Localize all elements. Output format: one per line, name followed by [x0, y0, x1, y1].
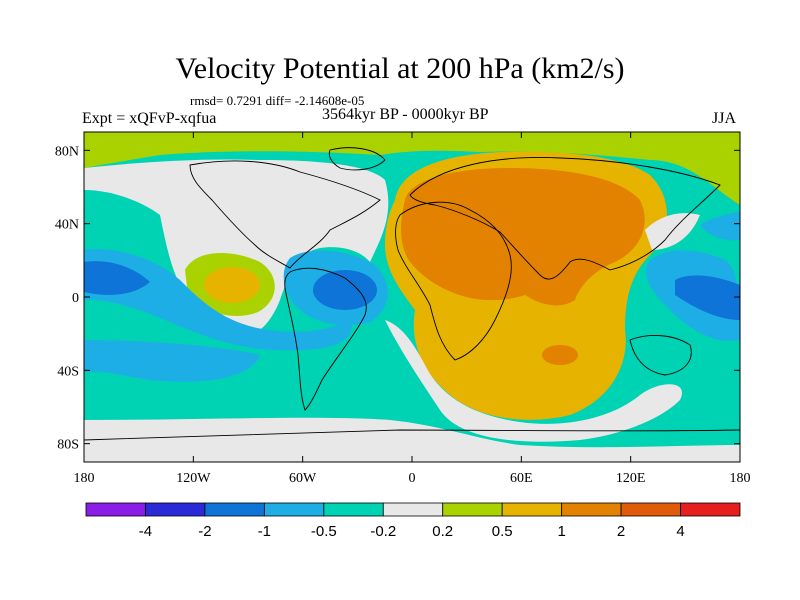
colorbar-label: -2	[198, 523, 211, 540]
field-band-afroeurasia-max	[401, 168, 645, 306]
colorbar-label: -1	[258, 523, 271, 540]
colorbar-swatch	[680, 502, 741, 517]
colorbar-swatch	[620, 502, 681, 517]
season-label: JJA	[712, 110, 737, 127]
lon-tick-label: 60E	[510, 471, 533, 486]
colorbar-label: -0.2	[370, 523, 396, 540]
field-band-west-min	[84, 261, 150, 295]
lat-tick-label: 40N	[55, 218, 79, 233]
colorbar-label: -0.5	[311, 523, 337, 540]
field-band-north-pacific-negative	[700, 212, 740, 241]
field-band-indian-ocean-max	[542, 345, 578, 365]
field-band-west-negative	[84, 249, 352, 351]
lon-tick-label: 180	[730, 471, 751, 486]
colorbar-label: 0.5	[492, 523, 513, 540]
lon-tick-label: 180	[74, 471, 95, 486]
colorbar-swatch	[145, 502, 206, 517]
lon-tick-label: 0	[409, 471, 416, 486]
field-band-south-pacific-negative	[84, 340, 260, 382]
lat-tick-label: 80N	[55, 144, 79, 159]
lon-tick-label: 60W	[289, 471, 317, 486]
colorbar-label: 2	[617, 523, 625, 540]
australia-outline	[629, 335, 692, 376]
greenland-outline	[328, 147, 386, 171]
colorbar-swatch	[501, 502, 563, 517]
south-america-outline	[284, 267, 367, 411]
coastlines	[84, 147, 740, 441]
field-band-atlantic-min	[313, 270, 377, 310]
field-band-neutral-antarctic	[84, 417, 740, 462]
colorbar-swatch	[442, 502, 503, 517]
colorbar-swatch	[561, 502, 622, 517]
lon-tick-label: 120E	[616, 471, 646, 486]
colorbar-swatch	[323, 502, 384, 517]
colorbar-swatch	[204, 502, 265, 517]
plot-title: Velocity Potential at 200 hPa (km2/s)	[175, 52, 625, 85]
contour-fill-layer	[84, 132, 740, 462]
lon-tick-label: 120W	[176, 471, 211, 486]
eurasia-outline	[409, 157, 721, 280]
colorbar-swatch	[85, 502, 146, 517]
field-band-neutral-south	[385, 320, 682, 442]
rmsd-diff-stats: rmsd= 0.7291 diff= -2.14608e-05	[190, 93, 365, 108]
colorbar-swatch	[263, 502, 325, 517]
antarctica-outline	[84, 429, 740, 441]
field-band-arctic-positive	[84, 132, 740, 205]
colorbar-label: 1	[557, 523, 565, 540]
lat-tick-label: 0	[72, 291, 79, 306]
field-band-neutral-america	[84, 159, 389, 336]
experiment-label: Expt = xQFvP-xqfua	[82, 110, 217, 127]
axis-ticks: 80N 40N 0 40S 80S 180 120W 60W 0 60E 120E 180	[55, 132, 751, 486]
colorbar: -4 -2 -1 -0.5 -0.2 0.2 0.5 1 2 4	[85, 502, 741, 540]
north-america-outline	[189, 160, 381, 269]
colorbar-label: 4	[676, 523, 684, 540]
field-band-pacific-max	[204, 267, 260, 303]
lat-tick-label: 80S	[57, 438, 79, 453]
period-label: 3564kyr BP - 0000kyr BP	[322, 106, 489, 123]
colorbar-swatch	[382, 502, 444, 517]
field-band-warm-pool-min	[675, 275, 740, 320]
lat-tick-label: 40S	[57, 364, 79, 379]
colorbar-label: 0.2	[432, 523, 453, 540]
colorbar-label: -4	[139, 523, 152, 540]
africa-outline	[395, 201, 512, 361]
